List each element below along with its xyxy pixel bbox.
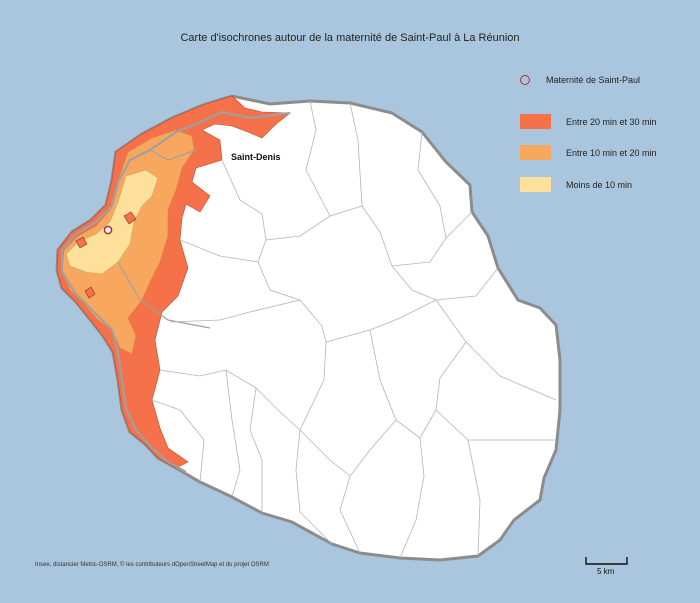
legend-swatch <box>520 145 551 160</box>
legend-label: Moins de 10 min <box>566 179 633 190</box>
legend-marker-item: Maternité de Saint-Paul <box>520 75 640 85</box>
place-label-saint-denis: Saint-Denis <box>231 152 281 162</box>
scale-bar <box>585 557 628 565</box>
maternity-marker <box>103 225 113 235</box>
isochrone-under-10 <box>65 169 159 275</box>
map-title: Carte d'isochrones autour de la maternit… <box>180 32 520 44</box>
road <box>149 149 197 161</box>
legend-label: Entre 10 min et 20 min <box>566 147 657 158</box>
road <box>117 261 211 329</box>
legend-swatch <box>520 177 551 192</box>
source-credit: Insee, distancier Metric-OSRM, © les con… <box>35 562 269 568</box>
scale-bar-label: 5 km <box>597 567 615 576</box>
legend-marker-label: Maternité de Saint-Paul <box>546 75 641 85</box>
legend-label: Entre 20 min et 30 min <box>566 116 657 127</box>
legend-swatch <box>520 114 551 129</box>
commune-boundaries <box>151 100 557 559</box>
maternity-legend-icon <box>520 75 530 85</box>
isochrone-enclave <box>84 286 96 299</box>
legend-item-under-10: Moins de 10 min <box>520 177 632 192</box>
legend-item-10-20: Entre 10 min et 20 min <box>520 145 657 160</box>
coastal-road <box>60 110 291 473</box>
isochrone-enclave <box>123 211 137 225</box>
legend-item-20-30: Entre 20 min et 30 min <box>520 114 657 129</box>
isochrone-enclave <box>75 236 88 249</box>
